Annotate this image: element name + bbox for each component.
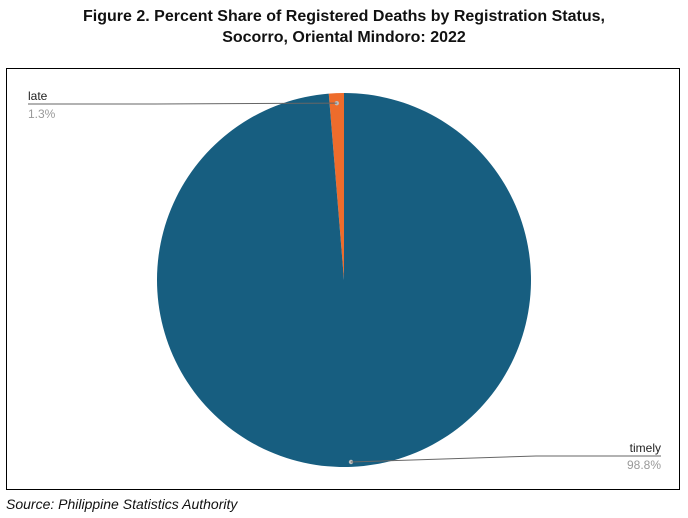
chart-title-line1: Figure 2. Percent Share of Registered De… <box>83 8 605 25</box>
timely-leader-line <box>350 455 661 463</box>
pie-slice-timely <box>156 93 531 467</box>
value-timely: 98.8% <box>627 458 661 472</box>
label-late: late <box>28 89 48 103</box>
source-note: Source: Philippine Statistics Authority <box>6 496 238 512</box>
chart-frame <box>6 68 680 490</box>
pie-slice-late <box>328 93 344 280</box>
chart-title: Figure 2. Percent Share of Registered De… <box>0 6 688 48</box>
chart-subtitle: Socorro, Oriental Mindoro: 2022 <box>222 29 466 46</box>
value-late: 1.3% <box>28 107 56 121</box>
label-timely: timely <box>630 441 661 455</box>
late-leader-line <box>28 102 337 105</box>
